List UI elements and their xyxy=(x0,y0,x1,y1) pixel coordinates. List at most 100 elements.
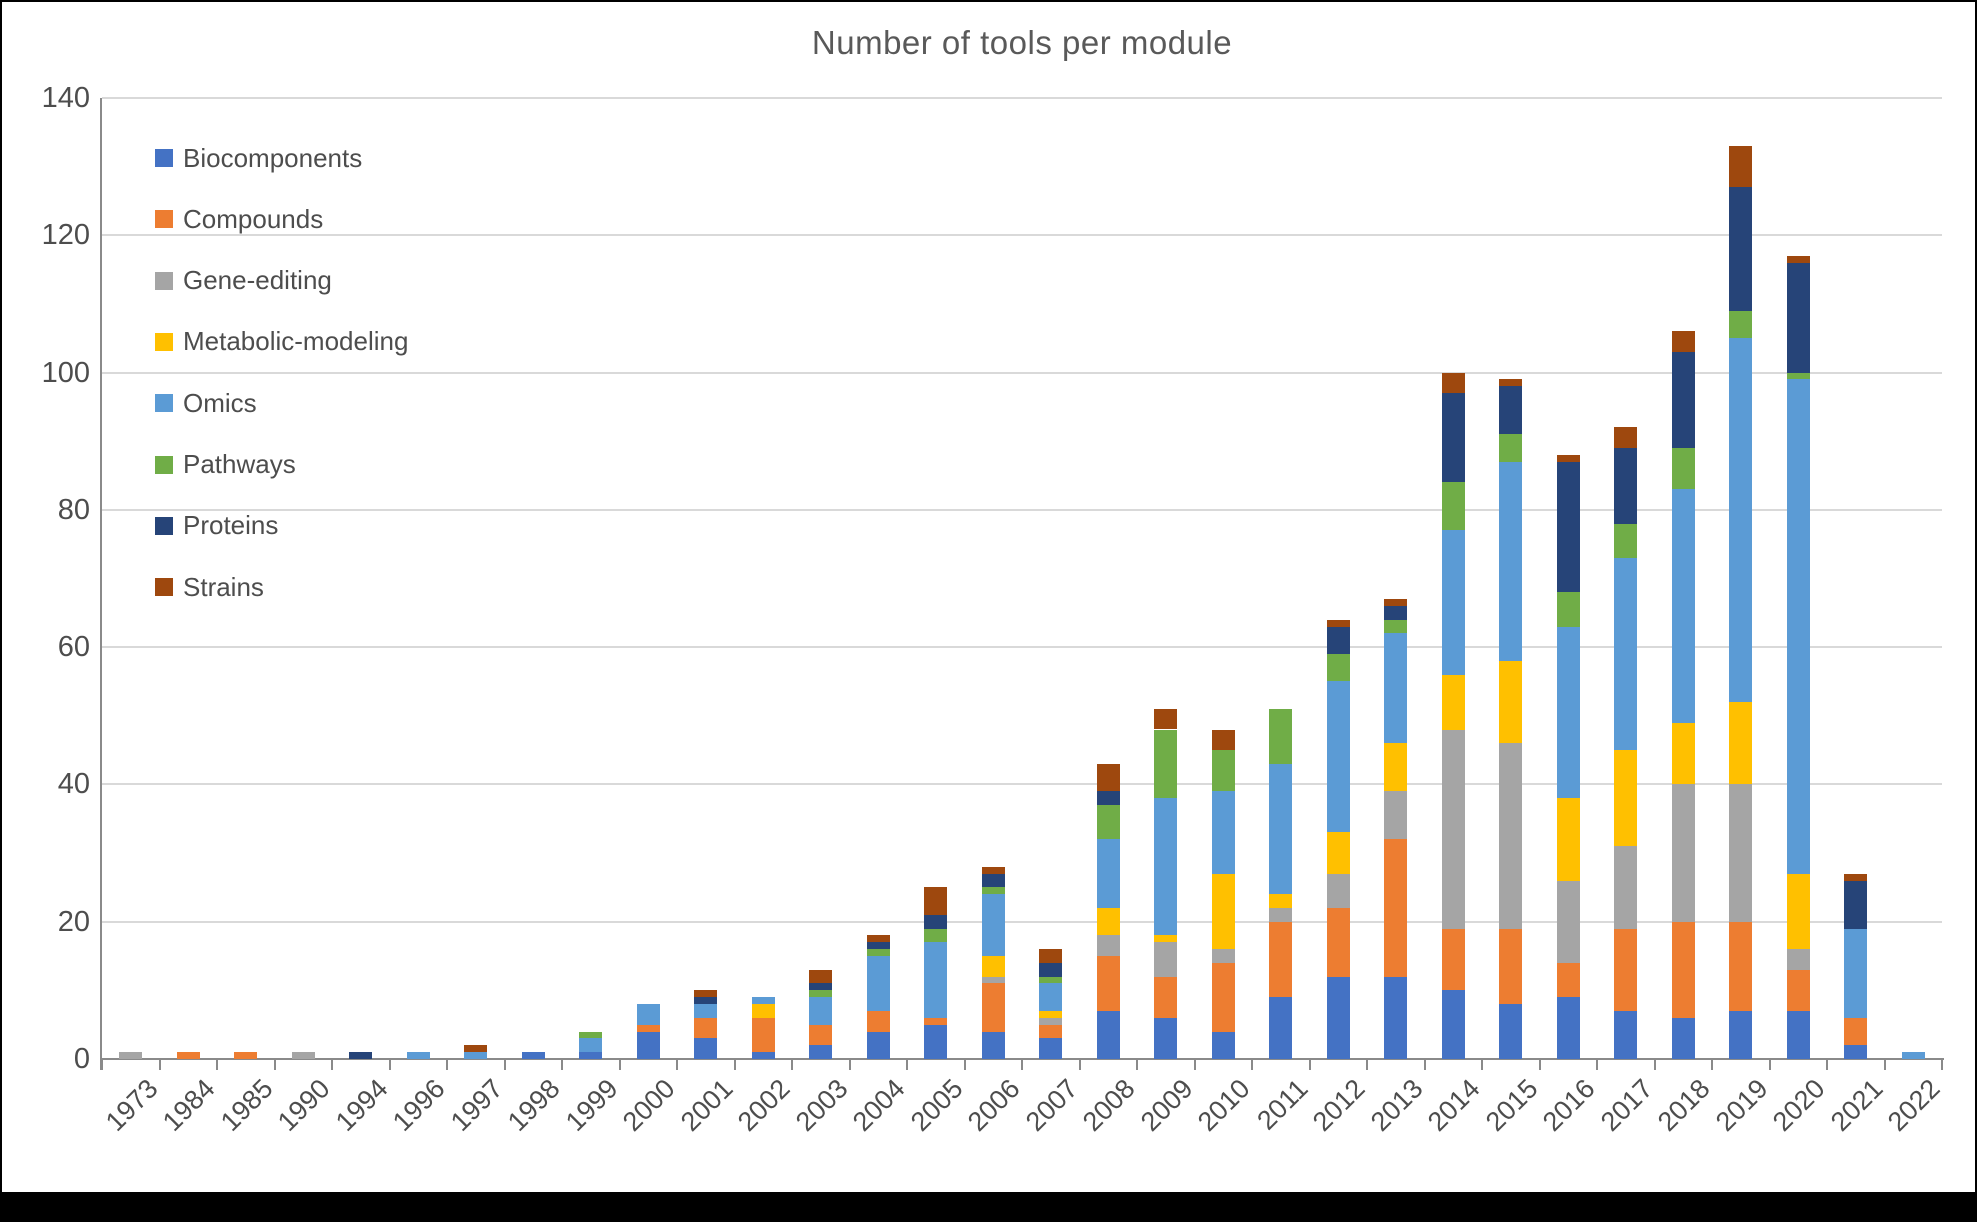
x-axis-tick xyxy=(1366,1059,1368,1070)
bar-segment-compounds xyxy=(1844,1017,1868,1046)
x-axis-tick xyxy=(1308,1059,1311,1070)
bar-segment-proteins xyxy=(981,873,1005,888)
bar-segment-biocomponents xyxy=(1556,997,1580,1059)
x-axis-tick xyxy=(963,1059,966,1070)
y-axis-line xyxy=(100,98,102,1070)
bar-segment-biocomponents xyxy=(1671,1017,1695,1059)
gridline xyxy=(102,646,1942,649)
gridline xyxy=(102,920,1942,923)
x-tick-label: 2006 xyxy=(962,1073,1026,1137)
bar-segment-omics xyxy=(1154,798,1178,936)
legend-swatch-icon xyxy=(155,332,173,351)
bar-segment-omics xyxy=(694,1004,718,1018)
bar-segment-metabolic-modeling xyxy=(1729,702,1753,785)
bar-segment-proteins xyxy=(1441,393,1465,483)
bar-segment-pathways xyxy=(1096,805,1120,840)
bar-segment-gene-editing xyxy=(1729,784,1753,922)
bar-segment-omics xyxy=(1384,633,1408,744)
x-axis-tick xyxy=(216,1059,218,1070)
legend-item-proteins: Proteins xyxy=(155,510,278,542)
bar-segment-biocomponents xyxy=(1786,1010,1810,1059)
bar-segment-omics xyxy=(1269,763,1293,895)
x-tick-label: 2007 xyxy=(1019,1073,1084,1137)
bar-segment-compounds xyxy=(1154,976,1178,1018)
bar-segment-strains xyxy=(1729,146,1753,188)
bar-segment-proteins xyxy=(1786,262,1810,373)
legend-swatch-icon xyxy=(155,578,173,597)
bar-segment-pathways xyxy=(1671,448,1695,490)
bar-segment-pathways xyxy=(1441,482,1465,531)
x-axis-tick xyxy=(446,1059,448,1070)
x-tick-label: 2014 xyxy=(1422,1073,1486,1137)
bar-segment-compounds xyxy=(636,1024,660,1032)
bar-segment-metabolic-modeling xyxy=(1326,832,1350,874)
bar-segment-omics xyxy=(636,1004,660,1025)
bar-segment-strains xyxy=(1326,619,1350,627)
bar-segment-strains xyxy=(1499,379,1523,387)
bar-segment-gene-editing xyxy=(1096,935,1120,957)
bar-segment-pathways xyxy=(579,1031,603,1039)
x-axis-tick xyxy=(1251,1059,1253,1070)
bar-segment-metabolic-modeling xyxy=(1441,674,1465,730)
bar-segment-pathways xyxy=(924,928,948,943)
bar-segment-strains xyxy=(1556,454,1580,462)
bar-segment-metabolic-modeling xyxy=(751,1004,775,1018)
bar-segment-compounds xyxy=(1499,928,1523,1005)
legend-label: Pathways xyxy=(183,449,296,479)
bar-segment-gene-editing xyxy=(1786,949,1810,970)
bar-segment-omics xyxy=(1786,379,1810,874)
bar-segment-gene-editing xyxy=(291,1052,315,1059)
x-tick-label: 2004 xyxy=(847,1073,911,1137)
gridline xyxy=(102,508,1942,511)
bar-segment-compounds xyxy=(1384,839,1408,977)
chart-title: Number of tools per module xyxy=(811,24,1233,61)
bar-segment-metabolic-modeling xyxy=(1556,798,1580,881)
y-tick-label: 80 xyxy=(57,493,90,526)
legend-swatch-icon xyxy=(155,516,173,535)
bar-segment-compounds xyxy=(1269,921,1293,998)
bar-segment-biocomponents xyxy=(1096,1010,1120,1059)
bar-segment-metabolic-modeling xyxy=(1211,873,1235,950)
bar-segment-omics xyxy=(924,942,948,1018)
bar-segment-pathways xyxy=(1384,619,1408,634)
bar-segment-omics xyxy=(1096,839,1120,908)
bar-segment-pathways xyxy=(1039,976,1063,984)
legend-label: Strains xyxy=(183,571,264,602)
bar-segment-omics xyxy=(1441,530,1465,675)
bar-segment-proteins xyxy=(1039,962,1063,977)
bar-segment-proteins xyxy=(924,914,948,929)
x-axis-tick xyxy=(1423,1059,1426,1070)
bar-segment-compounds xyxy=(1786,969,1810,1011)
bar-segment-compounds xyxy=(924,1017,948,1025)
legend-item-gene-editing: Gene-editing xyxy=(155,265,332,297)
legend-item-biocomponents: Biocomponents xyxy=(155,142,362,174)
legend-item-omics: Omics xyxy=(155,387,257,419)
x-tick-label: 1994 xyxy=(329,1073,394,1137)
x-axis-tick xyxy=(1021,1059,1023,1070)
bar-segment-metabolic-modeling xyxy=(1384,743,1408,792)
x-axis-tick xyxy=(1078,1059,1081,1070)
x-tick-label: 2000 xyxy=(617,1073,681,1137)
x-tick-label: 2017 xyxy=(1594,1073,1659,1137)
bar-segment-compounds xyxy=(176,1052,200,1059)
legend-swatch-icon xyxy=(155,149,173,167)
x-axis-tick xyxy=(848,1059,851,1070)
legend-label: Metabolic-modeling xyxy=(183,326,409,357)
bar-segment-strains xyxy=(866,935,890,943)
legend-item-strains: Strains xyxy=(155,571,264,603)
bar-segment-compounds xyxy=(1441,928,1465,991)
bar-segment-biocomponents xyxy=(1211,1031,1235,1059)
bar-segment-proteins xyxy=(1729,187,1753,311)
bar-segment-metabolic-modeling xyxy=(1499,660,1523,744)
bar-segment-omics xyxy=(1211,791,1235,874)
x-axis-tick xyxy=(1193,1059,1196,1070)
y-tick-label: 20 xyxy=(57,905,90,938)
bar-segment-biocomponents xyxy=(1614,1010,1638,1059)
legend-item-compounds: Compounds xyxy=(155,203,323,235)
bar-segment-strains xyxy=(694,990,718,998)
bar-segment-biocomponents xyxy=(866,1031,890,1059)
bar-segment-gene-editing xyxy=(1039,1017,1063,1025)
bar-segment-omics xyxy=(1901,1052,1925,1059)
bar-segment-biocomponents xyxy=(1844,1045,1868,1059)
